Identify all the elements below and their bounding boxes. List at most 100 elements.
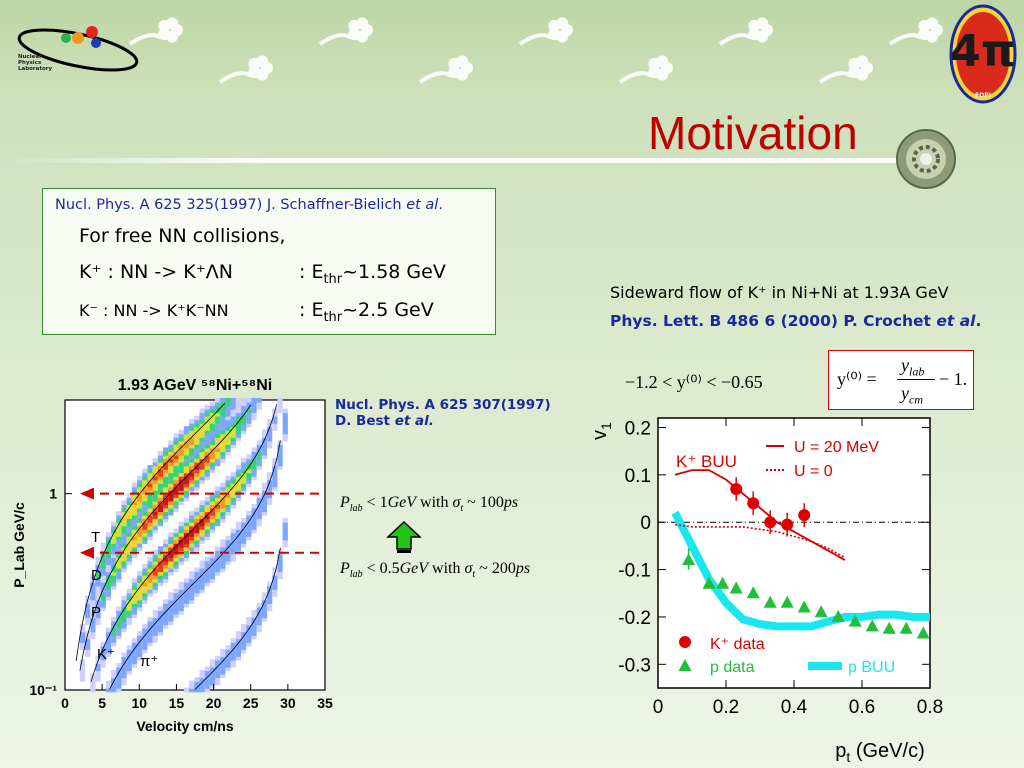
heatmap-cell xyxy=(199,426,205,431)
heatmap-cell xyxy=(168,461,174,467)
heatmap-cell xyxy=(126,620,132,626)
heatmap-cell xyxy=(204,535,210,541)
heatmap-cell xyxy=(105,652,112,657)
heatmap-cell xyxy=(246,535,252,541)
heatmap-cell xyxy=(168,465,174,470)
heatmap-cell xyxy=(173,461,179,467)
heatmap-cell xyxy=(199,564,205,569)
heatmap-cell xyxy=(137,539,143,544)
citation: Nucl. Phys. A 625 325(1997) J. Schaffner… xyxy=(55,197,443,213)
heatmap-cell xyxy=(189,465,195,470)
heatmap-cell xyxy=(95,617,101,622)
heatmap-cell xyxy=(147,585,153,590)
heatmap-cell xyxy=(121,560,127,566)
heatmap-cell xyxy=(163,542,169,548)
heatmap-cell xyxy=(199,528,205,534)
heatmap-cell xyxy=(173,609,179,615)
heatmap-cell xyxy=(137,571,143,576)
heatmap-title: 1.93 AGeV ⁵⁸Ni+⁵⁸Ni xyxy=(118,377,273,394)
y-tick-label: 0.2 xyxy=(625,418,651,439)
heatmap-cell xyxy=(178,599,184,604)
heatmap-cell xyxy=(131,539,138,544)
heatmap-cell xyxy=(173,500,179,506)
heatmap-cell xyxy=(79,624,86,629)
heatmap-cell xyxy=(209,567,216,573)
y-axis-label: v1 xyxy=(589,422,614,440)
heatmap-cell xyxy=(189,472,195,477)
heatmap-cell xyxy=(256,511,262,516)
heatmap-cell xyxy=(105,574,112,580)
heatmap-cell xyxy=(90,599,96,604)
heatmap-cell xyxy=(204,465,210,470)
heatmap-cell xyxy=(126,670,132,675)
heatmap-cell xyxy=(95,670,101,675)
heatmap-cell xyxy=(230,652,236,657)
heatmap-cell xyxy=(246,624,252,629)
heatmap-cell xyxy=(209,659,216,665)
heatmap-cell xyxy=(137,503,143,509)
heatmap-cell xyxy=(183,546,190,551)
best-ref-line2: D. Best et al. xyxy=(335,413,434,429)
heatmap-cell xyxy=(230,440,236,445)
heatmap-cell xyxy=(183,592,190,597)
heatmap-cell xyxy=(121,677,127,682)
heatmap-cell xyxy=(142,532,148,537)
heatmap-cell xyxy=(163,571,169,576)
heatmap-cell xyxy=(142,496,148,502)
heatmap-cell xyxy=(163,493,169,498)
heatmap-cell xyxy=(241,461,247,467)
heatmap-cell xyxy=(173,472,179,477)
p-data-point xyxy=(729,581,743,594)
heatmap-cell xyxy=(241,634,247,640)
heatmap-cell xyxy=(204,521,210,527)
heatmap-cell xyxy=(137,574,143,580)
heatmap-cell xyxy=(121,602,127,608)
heatmap-cell xyxy=(183,450,190,456)
heatmap-cell xyxy=(246,419,252,424)
heatmap-cell xyxy=(95,574,101,580)
heatmap-cell xyxy=(105,553,112,559)
flower-petal xyxy=(356,17,369,30)
heatmap-cell xyxy=(261,496,268,502)
heatmap-cell xyxy=(111,574,117,580)
heatmap-cell xyxy=(189,475,195,481)
heatmap-cell xyxy=(152,609,158,615)
heatmap-cell xyxy=(131,518,138,523)
heatmap-cell xyxy=(163,507,169,513)
heatmap-cell xyxy=(142,482,148,488)
heatmap-cell xyxy=(251,518,257,523)
heatmap-cell xyxy=(204,457,210,463)
heatmap-cell xyxy=(178,482,184,488)
heatmap-cell xyxy=(189,440,195,445)
heatmap-cell xyxy=(126,496,132,502)
heatmap-cells xyxy=(79,397,288,693)
heatmap-cell xyxy=(95,581,101,587)
heatmap-cell xyxy=(152,511,158,516)
heatmap-cell xyxy=(261,503,268,509)
heatmap-cell xyxy=(126,617,132,622)
heatmap-cell xyxy=(199,415,205,421)
heatmap-cell xyxy=(220,397,226,403)
heatmap-cell xyxy=(251,525,257,530)
heatmap-cell xyxy=(173,539,179,544)
heatmap-cell xyxy=(246,408,252,414)
heatmap-cell xyxy=(79,670,86,675)
heatmap-cell xyxy=(142,631,148,636)
heatmap-cell xyxy=(168,560,174,566)
legend-label: K⁺ data xyxy=(710,636,765,653)
heatmap-cell xyxy=(277,443,283,449)
heatmap-cell xyxy=(90,680,96,686)
heatmap-cell xyxy=(272,592,278,597)
heatmap-cell xyxy=(178,433,184,438)
heatmap-cell xyxy=(256,454,262,460)
heatmap-cell xyxy=(215,659,221,665)
heatmap-cell xyxy=(168,556,174,562)
heatmap-cell xyxy=(261,486,268,491)
heatmap-cell xyxy=(272,461,278,467)
heatmap-cell xyxy=(147,482,153,488)
heatmap-cell xyxy=(204,507,210,513)
heatmap-cell xyxy=(147,567,153,573)
heatmap-cell xyxy=(225,666,231,672)
heatmap-cell xyxy=(79,645,86,650)
sideward-flow-chart: 0 0.2 0.4 0.6 0.8 0.2 0.1 0 -0.1 -0.2 -0.3 pt (GeV/… xyxy=(589,417,943,765)
